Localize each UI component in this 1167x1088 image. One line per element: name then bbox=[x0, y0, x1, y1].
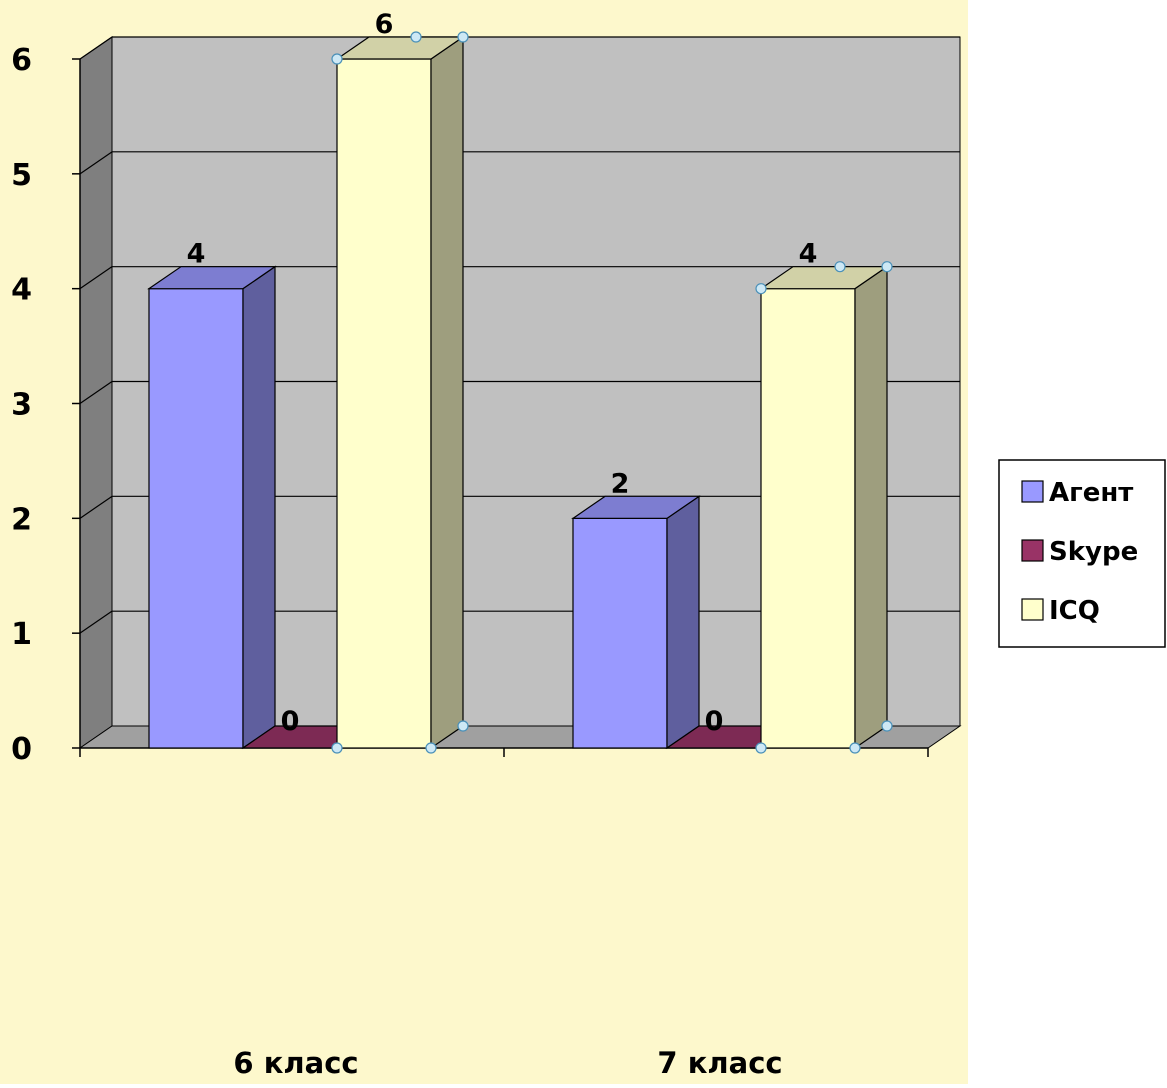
selection-handle bbox=[331, 53, 343, 65]
bar-top bbox=[147, 266, 277, 290]
x-axis-category-labels: 6 класс 7 класс bbox=[233, 1046, 782, 1080]
selection-handle bbox=[849, 742, 861, 754]
bar-top bbox=[571, 495, 701, 519]
selection-handle bbox=[331, 742, 343, 754]
data-label: 6 bbox=[375, 9, 394, 40]
bar-2-1 bbox=[759, 265, 889, 750]
bar-2-0 bbox=[335, 35, 465, 750]
y-tick-label: 2 bbox=[11, 502, 32, 537]
bars bbox=[147, 35, 889, 750]
y-axis-tick-labels: 0 1 2 3 4 5 6 bbox=[11, 43, 32, 767]
selection-handle bbox=[755, 742, 767, 754]
selection-handle bbox=[834, 261, 846, 273]
selection-handles bbox=[331, 31, 893, 754]
data-label: 4 bbox=[799, 239, 818, 270]
x-category-label: 6 класс bbox=[233, 1046, 358, 1080]
gridline-side bbox=[79, 36, 113, 60]
bar-side bbox=[430, 35, 464, 750]
x-category-label: 7 класс bbox=[657, 1046, 782, 1080]
bar-side bbox=[242, 265, 276, 750]
gridline-side bbox=[79, 495, 113, 519]
selection-handle bbox=[425, 742, 437, 754]
data-label: 0 bbox=[281, 706, 300, 737]
bar-side bbox=[666, 495, 700, 750]
legend-swatch bbox=[1021, 539, 1044, 562]
data-labels: 4 0 6 2 0 4 bbox=[187, 9, 818, 737]
y-tick-label: 5 bbox=[11, 158, 32, 193]
data-label: 4 bbox=[187, 239, 206, 270]
legend-swatch bbox=[1021, 480, 1044, 503]
data-label: 2 bbox=[611, 468, 630, 499]
y-tick-label: 1 bbox=[11, 617, 32, 652]
selection-handle bbox=[755, 283, 767, 295]
bar-front bbox=[336, 58, 432, 749]
gridline-side bbox=[79, 381, 113, 404]
legend-entry-label: ICQ bbox=[1049, 596, 1100, 626]
bar-side bbox=[854, 265, 888, 750]
y-tick-label: 0 bbox=[11, 732, 32, 767]
data-label: 0 bbox=[705, 706, 724, 737]
selection-handle bbox=[410, 31, 422, 43]
bar-0-0 bbox=[147, 265, 277, 750]
legend-swatch bbox=[1021, 598, 1044, 621]
gridline-side bbox=[79, 266, 113, 290]
bar-front bbox=[760, 288, 856, 749]
selection-handle bbox=[881, 261, 893, 273]
bar-front bbox=[572, 517, 668, 749]
bar-0-1 bbox=[571, 495, 701, 750]
y-tick-label: 4 bbox=[11, 273, 32, 308]
legend: Агент Skype ICQ bbox=[998, 459, 1166, 648]
selection-handle bbox=[457, 720, 469, 732]
bar-front bbox=[148, 288, 244, 749]
legend-entry-label: Skype bbox=[1049, 537, 1138, 567]
legend-entry-label: Агент bbox=[1049, 478, 1133, 508]
selection-handle bbox=[457, 31, 469, 43]
y-tick-label: 3 bbox=[11, 388, 32, 423]
selection-handle bbox=[881, 720, 893, 732]
y-tick-label: 6 bbox=[11, 43, 32, 78]
gridline-side bbox=[79, 151, 113, 175]
gridline-side bbox=[79, 610, 113, 634]
